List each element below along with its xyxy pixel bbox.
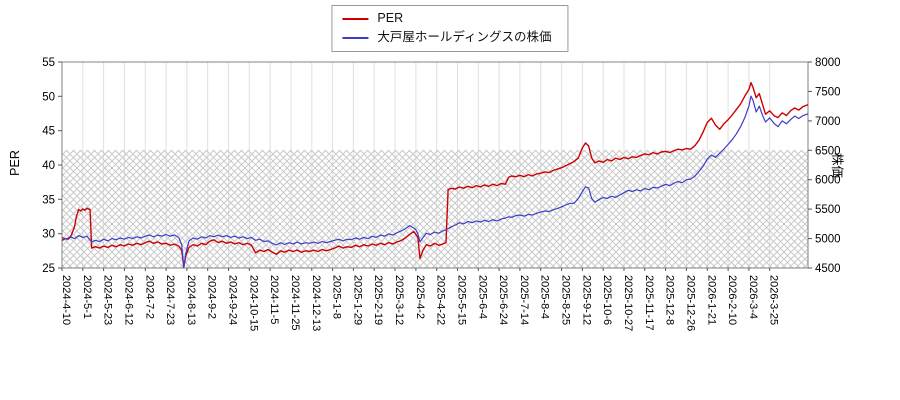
x-tick-label: 2025-3-12 [393, 275, 405, 325]
x-tick-label: 2025-12-8 [664, 275, 676, 325]
x-tick-label: 2024-7-23 [164, 275, 176, 325]
x-tick-label: 2024-10-15 [247, 275, 259, 331]
x-tick-label: 2025-10-6 [601, 275, 613, 325]
left-tick-label: 50 [42, 91, 55, 103]
legend-item-stock-price: 大戸屋ホールディングスの株価 [342, 30, 552, 45]
x-tick-label: 2026-3-4 [747, 275, 759, 319]
x-tick-label: 2026-3-25 [768, 275, 780, 325]
left-axis-ticks: 25 30 35 40 45 50 55 [42, 57, 62, 275]
right-tick-label: 7500 [815, 86, 841, 98]
x-tick-label: 2025-9-12 [580, 275, 592, 325]
legend-label-per: PER [377, 11, 404, 25]
legend-line-stock-icon [342, 36, 369, 39]
x-tick-label: 2024-4-10 [60, 275, 72, 325]
right-tick-label: 7000 [815, 116, 841, 128]
x-tick-label: 2024-7-2 [143, 275, 155, 319]
right-tick-label: 6000 [815, 175, 841, 187]
right-tick-label: 8000 [815, 57, 841, 69]
legend-line-per-icon [342, 17, 369, 20]
left-axis-title: PER [7, 150, 22, 176]
x-tick-label: 2025-8-4 [539, 275, 551, 319]
x-tick-label: 2024-9-24 [227, 275, 239, 325]
x-tick-label: 2025-6-4 [476, 275, 488, 319]
x-tick-label: 2025-8-25 [560, 275, 572, 325]
left-tick-label: 40 [42, 160, 55, 172]
chart-legend: PER 大戸屋ホールディングスの株価 [331, 5, 569, 52]
x-tick-label: 2025-10-27 [622, 275, 634, 331]
x-tick-label: 2024-5-1 [81, 275, 93, 319]
legend-item-per: PER [342, 11, 551, 26]
x-tick-label: 2024-11-5 [268, 275, 280, 324]
legend-label-stock-price: 大戸屋ホールディングスの株価 [377, 30, 552, 44]
left-tick-label: 25 [42, 263, 55, 275]
x-tick-label: 2024-11-25 [289, 275, 301, 330]
hatch-band [62, 149, 808, 268]
left-tick-label: 45 [42, 126, 55, 138]
right-tick-label: 4500 [815, 263, 841, 275]
x-tick-label: 2025-6-24 [497, 275, 509, 325]
left-tick-label: 35 [42, 194, 55, 206]
right-tick-label: 5000 [815, 234, 841, 246]
x-tick-label: 2024-5-23 [102, 275, 114, 325]
series-line-per [62, 81, 808, 268]
x-axis-ticks: 2024-4-10 2024-5-1 2024-5-23 2024-6-12 2024-… [60, 268, 780, 331]
right-tick-label: 5500 [815, 204, 841, 216]
right-tick-label: 6500 [815, 145, 841, 157]
x-tick-label: 2025-1-29 [351, 275, 363, 325]
series-line-stock-price [62, 95, 808, 268]
x-tick-label: 2025-11-17 [643, 275, 655, 330]
x-tick-label: 2025-2-19 [372, 275, 384, 325]
x-tick-label: 2025-1-8 [331, 275, 343, 319]
x-tick-label: 2025-4-22 [435, 275, 447, 325]
x-tick-label: 2024-12-13 [310, 275, 322, 331]
x-tick-label: 2025-7-14 [518, 275, 530, 325]
x-tick-label: 2025-5-15 [456, 275, 468, 325]
x-tick-label: 2024-6-12 [122, 275, 134, 325]
right-axis-title: 株価 [830, 152, 845, 179]
right-axis-ticks: 4500 5000 5500 6000 6500 7000 7500 8000 [808, 57, 841, 275]
x-tick-label: 2025-4-2 [414, 275, 426, 319]
x-tick-label: 2025-12-26 [684, 275, 696, 331]
x-tick-label: 2024-9-2 [206, 275, 218, 319]
x-tick-label: 2024-8-13 [185, 275, 197, 325]
left-tick-label: 55 [42, 57, 55, 69]
x-tick-label: 2026-1-21 [705, 275, 717, 325]
left-tick-label: 30 [42, 229, 55, 241]
x-tick-label: 2026-2-10 [726, 275, 738, 325]
